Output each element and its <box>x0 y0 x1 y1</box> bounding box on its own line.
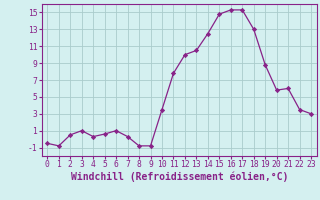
X-axis label: Windchill (Refroidissement éolien,°C): Windchill (Refroidissement éolien,°C) <box>70 172 288 182</box>
